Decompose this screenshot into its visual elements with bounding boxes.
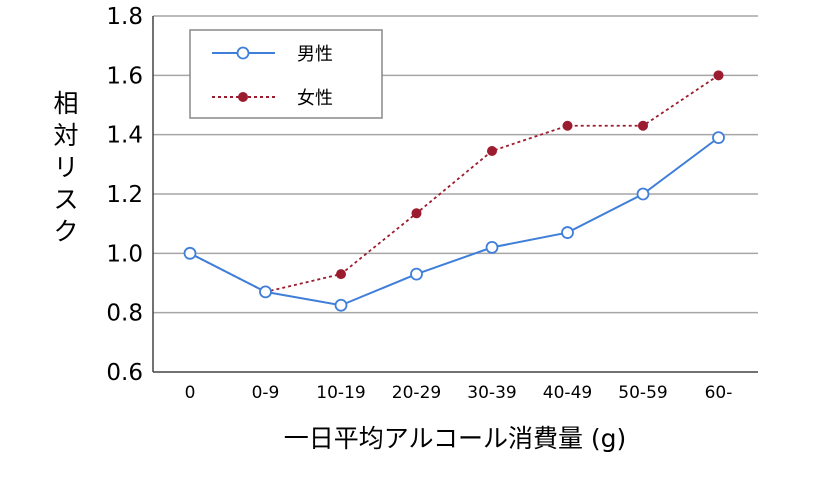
y-tick-label-1: 0.8 bbox=[106, 301, 143, 327]
series-0-point-6 bbox=[636, 187, 650, 201]
x-tick-label-6: 50-59 bbox=[618, 383, 667, 403]
series-0-point-1 bbox=[259, 285, 272, 299]
y-tick-label-2: 1.0 bbox=[106, 241, 143, 267]
y-tick-label-6: 1.8 bbox=[106, 4, 143, 30]
y-tick-label-5: 1.6 bbox=[106, 63, 143, 89]
legend: 男性 女性 bbox=[189, 29, 383, 119]
x-axis-title: 一日平均アルコール消費量 (g) bbox=[284, 424, 627, 453]
series-0-point-7 bbox=[712, 131, 725, 145]
series-0-point-3 bbox=[410, 267, 423, 281]
series-line-1 bbox=[189, 74, 719, 293]
x-tick-label-7: 60- bbox=[705, 383, 733, 403]
legend-label-0: 男性 bbox=[297, 44, 333, 65]
series-0-point-5 bbox=[561, 226, 574, 239]
y-tick-label-4: 1.4 bbox=[106, 123, 143, 149]
series-1-point-6 bbox=[638, 120, 648, 131]
series-1-point-7 bbox=[713, 70, 724, 81]
y-tick-label-0: 0.6 bbox=[106, 360, 143, 386]
series-1-point-3 bbox=[411, 208, 422, 219]
series-0-point-4 bbox=[485, 240, 499, 254]
legend-marker-0 bbox=[236, 46, 250, 60]
y-axis-title: 相対リスク bbox=[53, 89, 78, 246]
series-0-point-0 bbox=[183, 246, 197, 260]
y-tick-label-3: 1.2 bbox=[106, 182, 143, 208]
y-tick-labels: 0.6 0.8 1.0 1.2 1.4 1.6 1.8 bbox=[106, 4, 143, 386]
series-1-point-4 bbox=[487, 145, 497, 156]
series-1-point-5 bbox=[562, 120, 573, 131]
series-0-point-2 bbox=[334, 298, 348, 312]
x-tick-label-2: 10-19 bbox=[316, 383, 365, 403]
legend-label-1: 女性 bbox=[297, 88, 333, 109]
x-tick-labels: 0 0-9 10-19 20-29 30-39 40-49 50-59 60- bbox=[185, 383, 733, 403]
x-tick-label-0: 0 bbox=[185, 383, 196, 403]
series-1-point-2 bbox=[336, 269, 346, 280]
series bbox=[183, 70, 725, 312]
x-tick-label-1: 0-9 bbox=[252, 383, 280, 403]
legend-box bbox=[189, 29, 383, 119]
series-line-0 bbox=[189, 136, 720, 307]
legend-marker-1 bbox=[238, 92, 248, 102]
x-tick-label-5: 40-49 bbox=[543, 383, 592, 403]
x-tick-label-3: 20-29 bbox=[392, 383, 441, 403]
x-tick-label-4: 30-39 bbox=[467, 383, 516, 403]
